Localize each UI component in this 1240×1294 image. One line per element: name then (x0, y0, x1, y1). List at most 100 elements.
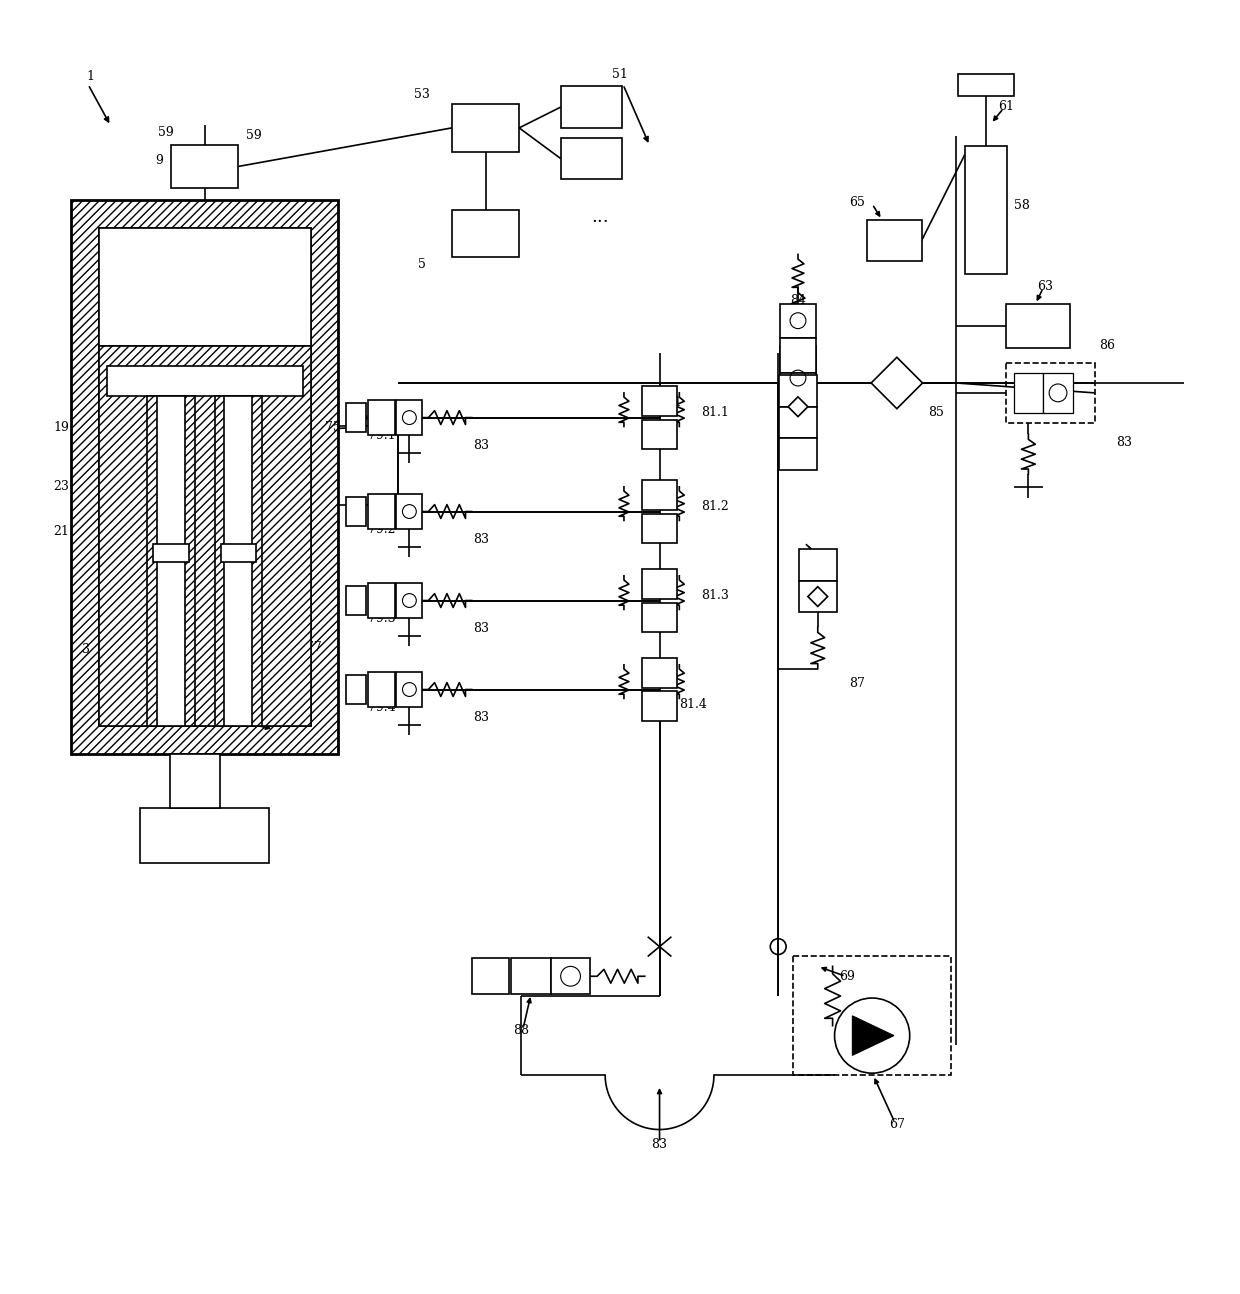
Text: N₂: N₂ (167, 278, 192, 296)
Bar (1006, 364, 1095, 423)
Text: 9: 9 (155, 154, 164, 167)
Text: 79.4: 79.4 (368, 701, 396, 714)
Text: 73: 73 (384, 411, 401, 424)
Bar (471, 959, 510, 994)
Polygon shape (789, 397, 808, 417)
Text: 80: 80 (227, 713, 242, 726)
Text: 81.1: 81.1 (701, 406, 729, 419)
Text: 75: 75 (325, 421, 341, 433)
Bar (451, 104, 520, 151)
Text: ...: ... (591, 208, 609, 226)
Polygon shape (872, 357, 923, 409)
Bar (140, 809, 269, 863)
Bar (642, 657, 677, 687)
Text: 88: 88 (513, 1024, 529, 1038)
Polygon shape (346, 675, 366, 704)
Text: 71: 71 (666, 396, 682, 409)
Bar (396, 400, 423, 435)
Bar (642, 603, 677, 633)
Bar (157, 396, 185, 726)
Bar (780, 371, 816, 396)
Polygon shape (346, 497, 366, 525)
Polygon shape (346, 586, 366, 615)
Bar (197, 754, 212, 809)
Bar (779, 406, 817, 439)
Bar (148, 396, 195, 726)
Text: 79.1: 79.1 (368, 428, 396, 441)
Text: 1: 1 (86, 70, 94, 83)
Text: 25: 25 (244, 298, 260, 311)
Text: 87: 87 (849, 677, 866, 690)
Text: 21: 21 (53, 525, 69, 538)
Text: 5: 5 (418, 258, 427, 270)
Bar (1043, 373, 1073, 413)
Bar (560, 137, 622, 180)
Bar (368, 672, 394, 708)
Text: 83: 83 (651, 1137, 667, 1150)
Bar (396, 672, 423, 708)
Text: 45: 45 (290, 545, 306, 558)
Text: 53: 53 (414, 88, 430, 101)
Bar (1013, 373, 1043, 413)
Bar (794, 956, 951, 1075)
Text: 61: 61 (998, 100, 1013, 113)
Bar (965, 146, 1007, 274)
Bar (99, 228, 310, 726)
Text: 41: 41 (370, 417, 386, 430)
Text: 81.3: 81.3 (701, 589, 729, 602)
Text: 77: 77 (305, 642, 321, 655)
Bar (780, 304, 816, 339)
Text: 51: 51 (613, 69, 627, 82)
Bar (368, 494, 394, 529)
Text: μ: μ (480, 119, 491, 137)
Text: 65: 65 (849, 195, 866, 208)
Bar (551, 959, 590, 994)
Bar (71, 201, 339, 754)
Bar (396, 582, 423, 619)
Bar (368, 582, 394, 619)
Bar (779, 439, 817, 470)
Bar (170, 754, 219, 809)
Text: U: U (1050, 320, 1060, 333)
Polygon shape (808, 586, 827, 607)
Text: 83: 83 (1116, 436, 1132, 449)
Text: 84: 84 (790, 295, 806, 308)
Text: 3: 3 (82, 643, 91, 656)
Bar (642, 480, 677, 510)
Bar (642, 419, 677, 449)
Bar (799, 581, 837, 612)
Bar (99, 228, 310, 347)
Bar (396, 494, 423, 529)
Bar (642, 514, 677, 543)
Text: P: P (1017, 320, 1025, 333)
Polygon shape (346, 404, 366, 432)
Text: 58: 58 (1013, 198, 1029, 211)
Text: V1: V1 (582, 100, 600, 114)
Bar (867, 220, 921, 261)
Text: 83: 83 (474, 533, 490, 546)
Text: 79.3: 79.3 (368, 612, 396, 625)
Bar (780, 339, 816, 373)
Bar (799, 549, 837, 581)
Text: 83: 83 (474, 439, 490, 452)
Text: 79.2: 79.2 (368, 523, 396, 536)
Bar (221, 545, 257, 563)
Bar (511, 959, 551, 994)
Text: U: U (216, 160, 226, 173)
Text: 81.2: 81.2 (701, 499, 729, 514)
Bar (779, 375, 817, 406)
Text: P: P (182, 160, 191, 173)
Bar (171, 145, 238, 188)
Text: 83: 83 (474, 621, 490, 635)
Text: 63: 63 (1037, 280, 1053, 292)
Text: 43: 43 (295, 515, 311, 528)
Bar (215, 396, 262, 726)
Bar (642, 691, 677, 721)
Bar (780, 373, 816, 408)
Bar (959, 75, 1013, 96)
Text: 47: 47 (148, 609, 164, 622)
Text: 67: 67 (889, 1118, 905, 1131)
Text: 23: 23 (53, 480, 69, 493)
Text: 59: 59 (247, 129, 262, 142)
Bar (224, 396, 252, 726)
